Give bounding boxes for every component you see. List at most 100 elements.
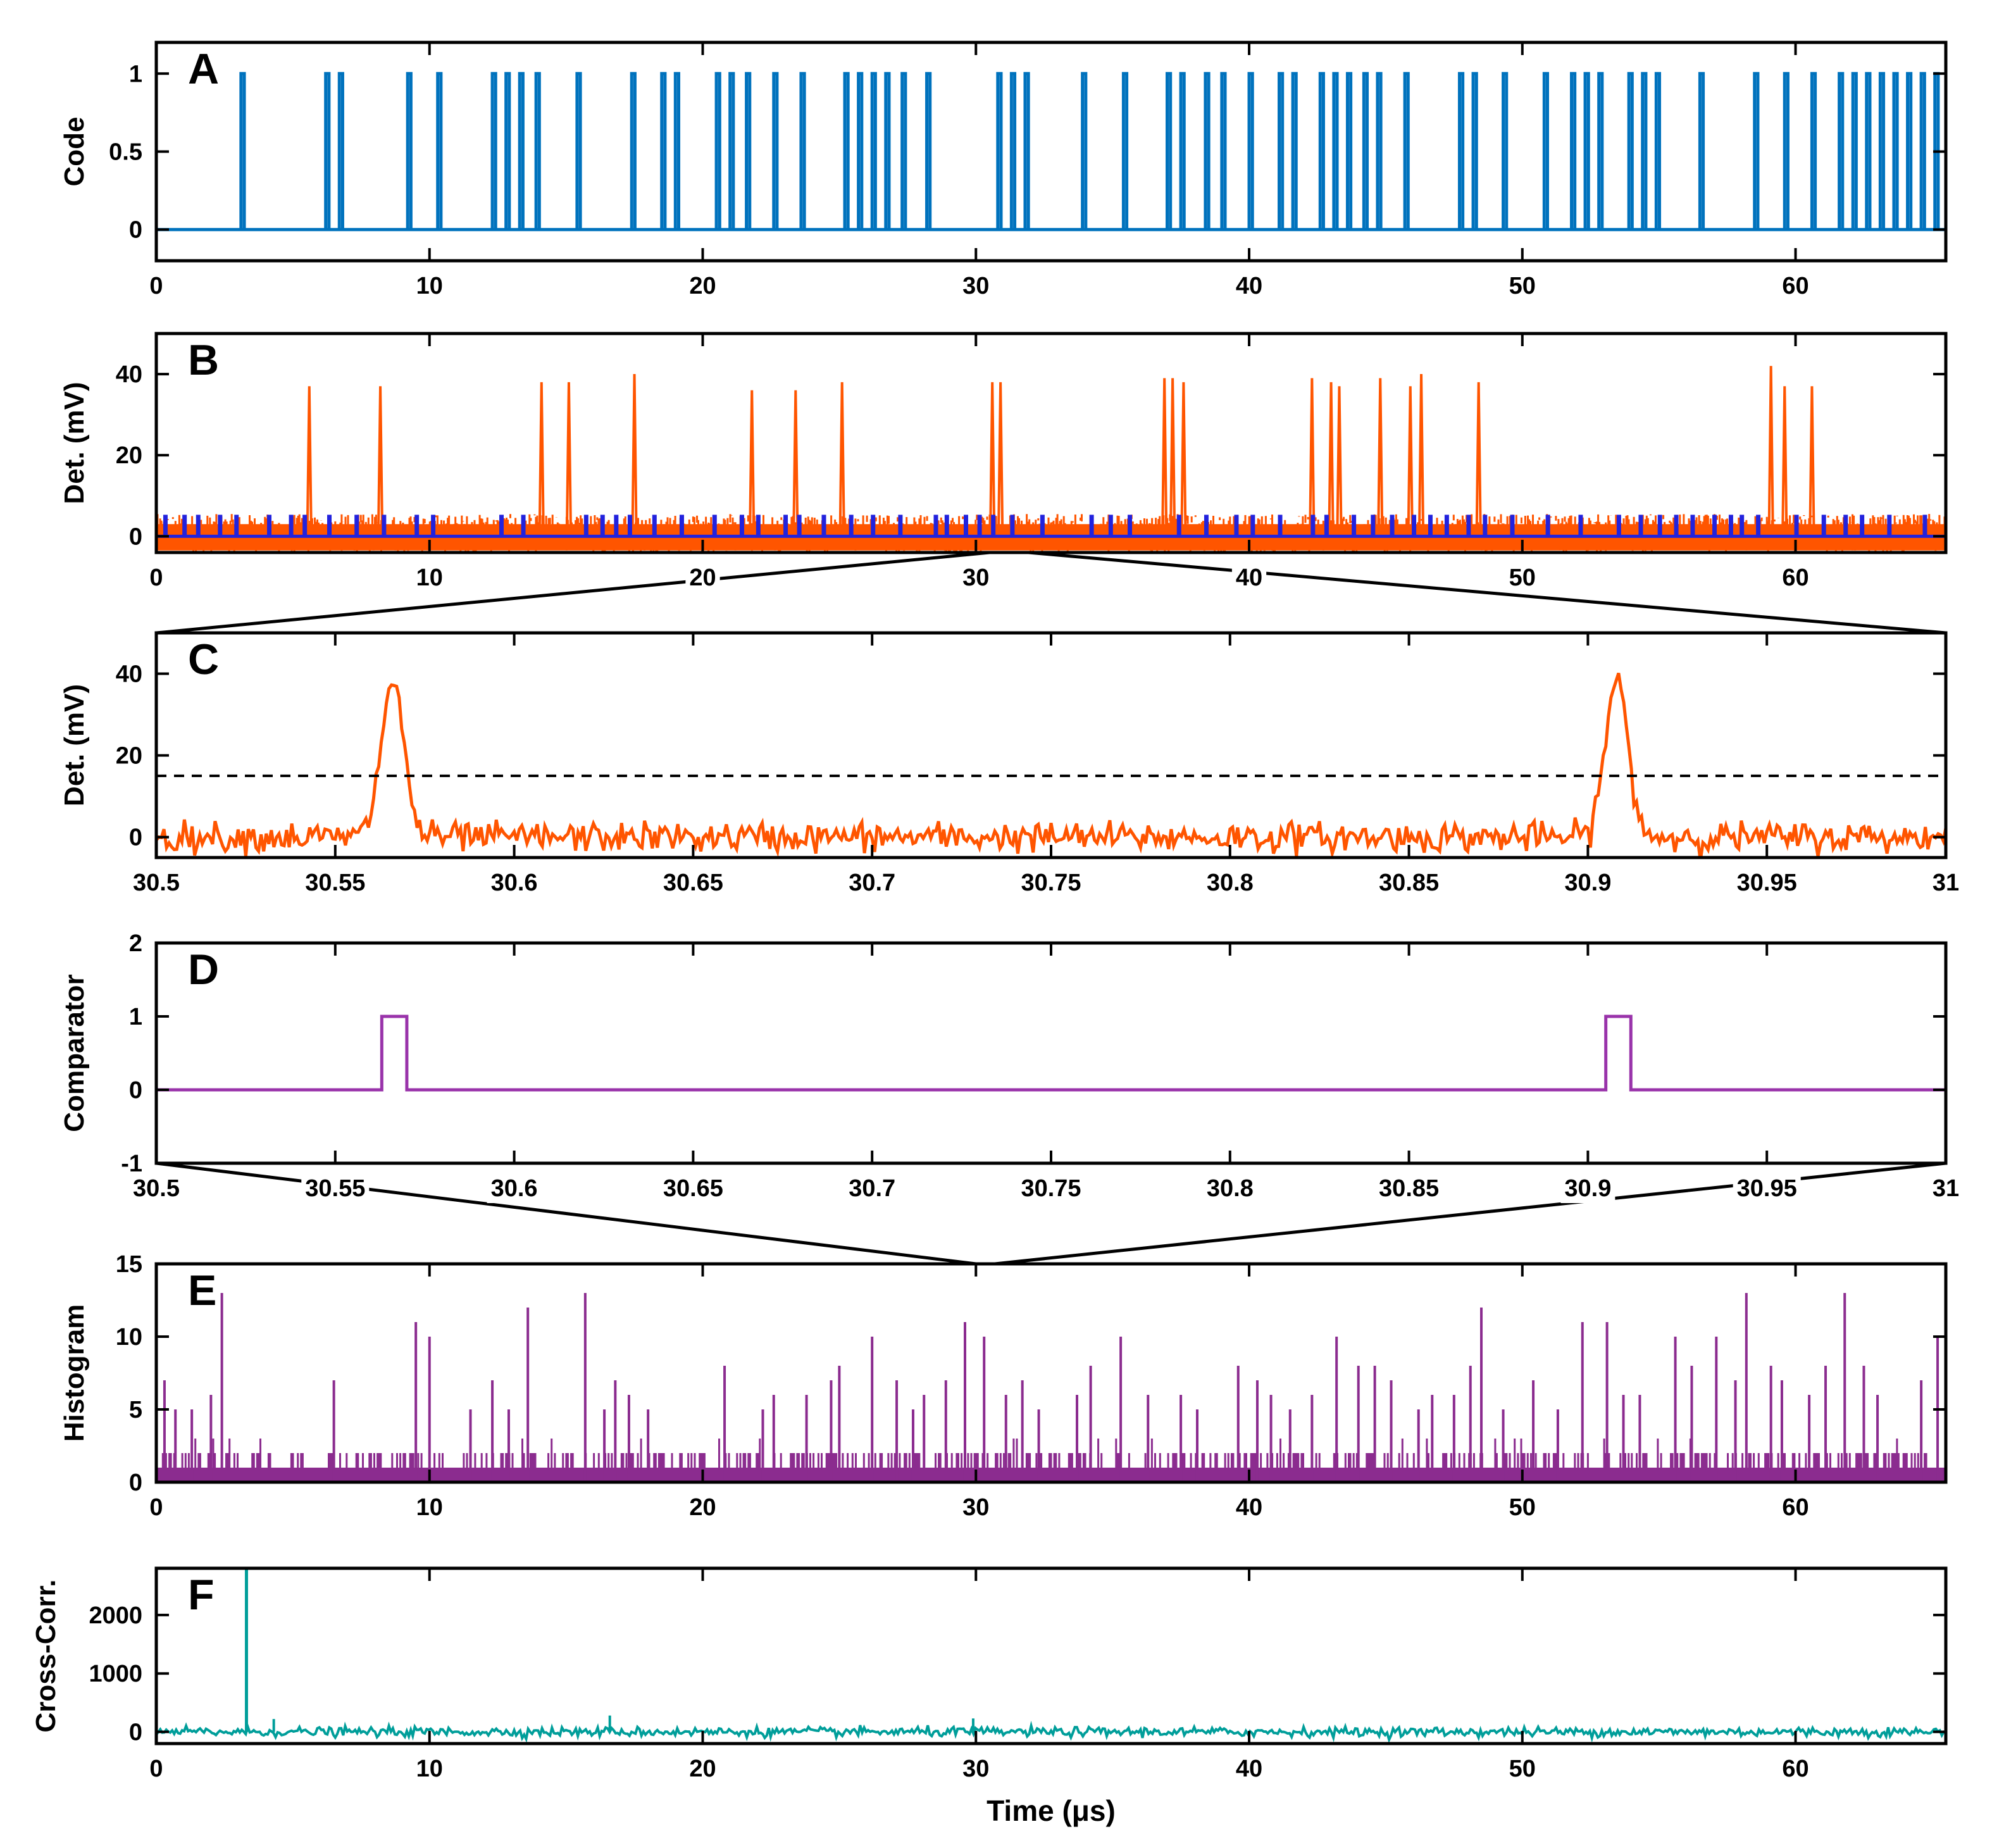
code-pulse xyxy=(660,72,667,230)
photon-peak xyxy=(1407,386,1414,528)
reference-pulse xyxy=(1310,515,1316,537)
y-tick-label: 0 xyxy=(129,523,142,550)
reference-pulse xyxy=(964,515,968,537)
x-tick-label: 50 xyxy=(1509,1756,1536,1782)
plot-area xyxy=(156,1293,1946,1482)
code-pulse xyxy=(1892,72,1899,230)
reference-pulse xyxy=(1428,515,1433,537)
x-tick-label: 30.95 xyxy=(1737,1175,1797,1202)
x-tick-label: 31 xyxy=(1933,1175,1959,1202)
x-tick-label: 30 xyxy=(962,565,989,591)
code-pulse xyxy=(1345,72,1353,230)
x-tick-label: 30 xyxy=(962,273,989,299)
photon-peak xyxy=(1161,378,1168,528)
reference-pulse xyxy=(302,515,308,537)
y-tick-label: 0.5 xyxy=(109,139,142,166)
tick-label-backing xyxy=(1231,1754,1267,1783)
tick-label-backing xyxy=(111,1323,146,1352)
panel-label: B xyxy=(188,336,219,384)
y-axis-label: Cross-Corr. xyxy=(30,1579,61,1732)
code-pulse xyxy=(925,72,932,230)
y-tick-label: 0 xyxy=(129,1077,142,1104)
tick-label-backing xyxy=(125,59,146,89)
reference-pulse xyxy=(1483,515,1488,537)
reference-pulse xyxy=(1234,515,1239,537)
axes-frame xyxy=(154,1566,1948,1745)
tick-label-backing xyxy=(685,1754,720,1783)
tick-label-backing xyxy=(1733,1174,1801,1203)
x-tick-label: 40 xyxy=(1236,1756,1262,1782)
reference-pulse xyxy=(1324,515,1329,537)
photon-peak xyxy=(1336,386,1343,528)
reference-pulse xyxy=(991,515,996,537)
code-pulse xyxy=(843,72,850,230)
tick-label-backing xyxy=(125,522,146,552)
panel-b: 0 10 20 30 40 50 60 0 20 40 Det. (mV) B xyxy=(59,332,1948,592)
code-pulse xyxy=(490,72,497,230)
reference-pulse xyxy=(499,515,504,537)
code-pulse xyxy=(1023,72,1030,230)
reference-pulse xyxy=(1040,515,1045,537)
cross-corr-trace xyxy=(156,1720,1946,1744)
reference-pulse xyxy=(821,515,826,537)
reference-pulse xyxy=(756,515,761,537)
code-pulse xyxy=(630,72,637,230)
comparator-trace xyxy=(156,1015,1946,1092)
reference-pulse xyxy=(739,515,744,537)
tick-label-backing xyxy=(111,441,146,471)
code-pulse xyxy=(534,72,541,230)
y-tick-label: 20 xyxy=(116,743,142,770)
reference-pulse xyxy=(1128,515,1133,537)
x-tick-label: 60 xyxy=(1782,273,1808,299)
code-pulse xyxy=(1457,72,1465,230)
code-pulse xyxy=(337,72,344,230)
photon-peak xyxy=(1309,378,1316,528)
tick-label-backing xyxy=(1375,1174,1443,1203)
x-tick-label: 60 xyxy=(1782,1756,1808,1782)
reference-pulse xyxy=(1089,515,1094,537)
photon-peak xyxy=(749,390,756,528)
x-tick-label: 30.75 xyxy=(1021,870,1081,896)
tick-label-backing xyxy=(1017,868,1085,897)
code-pulse xyxy=(1597,72,1604,230)
plot-area xyxy=(156,1015,1946,1092)
tick-label-backing xyxy=(125,1076,146,1105)
x-tick-label: 30.7 xyxy=(849,870,895,896)
code-pulse xyxy=(1641,72,1648,230)
y-tick-label: 0 xyxy=(129,1470,142,1496)
reference-pulse xyxy=(849,515,854,537)
code-pulse xyxy=(900,72,907,230)
y-tick-label: 1000 xyxy=(89,1661,142,1687)
tick-label-backing xyxy=(125,1002,146,1032)
tick-label-backing xyxy=(111,1250,146,1279)
y-tick-label: 40 xyxy=(116,361,142,388)
x-tick-label: 0 xyxy=(149,1756,163,1782)
tick-label-backing xyxy=(111,659,146,689)
x-tick-label: 50 xyxy=(1509,565,1536,591)
tick-label-backing xyxy=(1505,1493,1540,1522)
x-tick-label: 30.55 xyxy=(305,1175,365,1202)
tick-label-backing xyxy=(1231,563,1267,592)
photon-peak xyxy=(1475,382,1482,528)
code-pulse xyxy=(518,72,525,230)
panel-label: A xyxy=(188,45,219,93)
photon-peak xyxy=(538,382,545,528)
reference-pulse xyxy=(1250,515,1255,537)
reference-pulse xyxy=(1860,515,1865,537)
reference-pulse xyxy=(1616,515,1621,537)
tick-label-backing xyxy=(111,741,146,771)
reference-pulse xyxy=(267,515,272,537)
reference-pulse xyxy=(1176,515,1181,537)
tick-label-backing xyxy=(1505,1754,1540,1783)
tick-label-backing xyxy=(959,1754,993,1783)
code-pulse xyxy=(324,72,331,230)
photon-peak xyxy=(1767,366,1774,528)
y-tick-label: 1 xyxy=(129,61,142,87)
photon-peak xyxy=(1418,374,1425,528)
y-tick-label: 5 xyxy=(129,1397,142,1423)
reference-pulse xyxy=(521,515,526,537)
tick-label-backing xyxy=(146,272,167,301)
tick-label-backing xyxy=(125,1718,146,1747)
x-tick-label: 0 xyxy=(149,273,163,299)
